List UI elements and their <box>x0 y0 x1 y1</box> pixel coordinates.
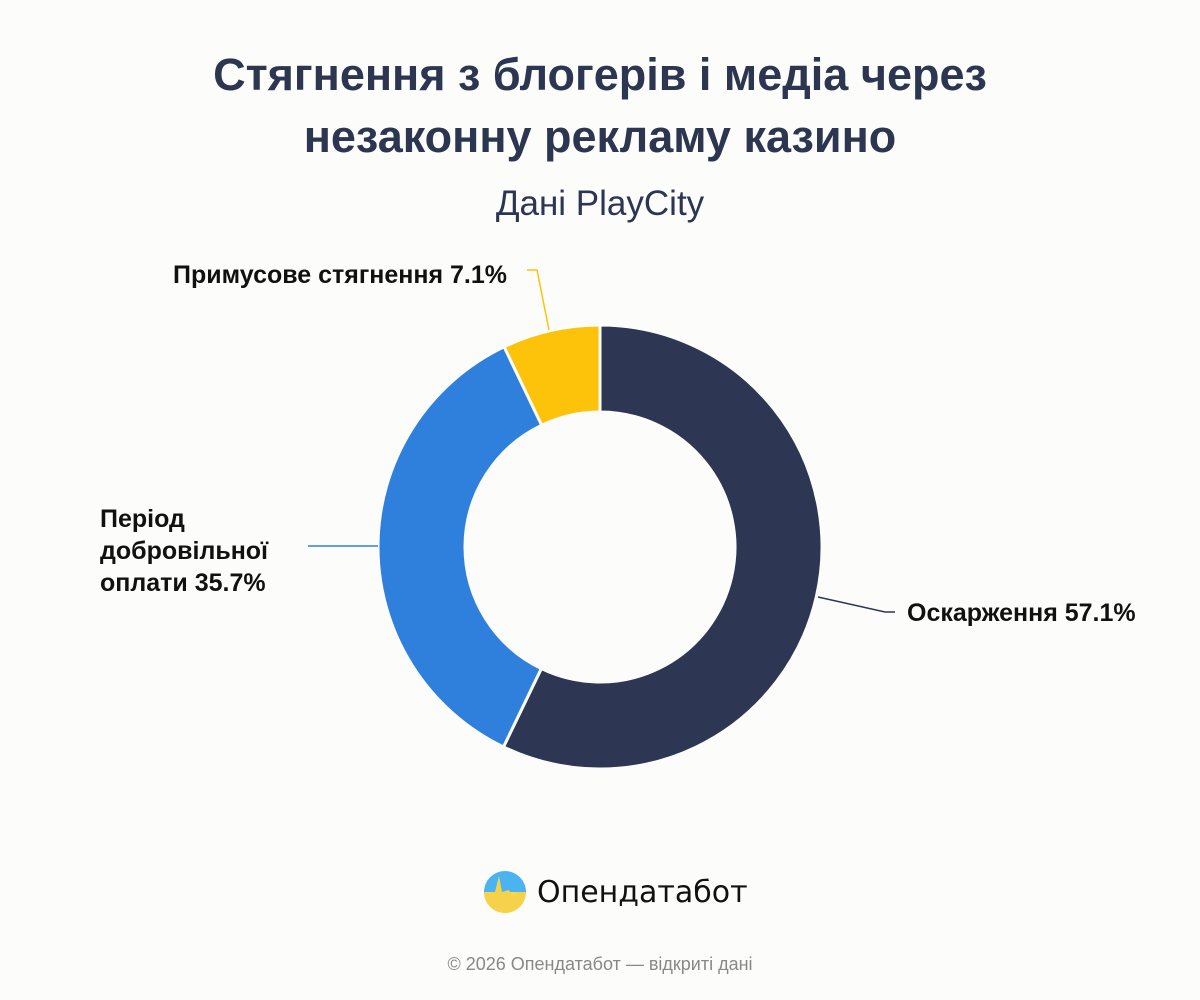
brand-name: Опендатабот <box>537 874 748 910</box>
slice-label-oskarzhennia: Оскарження 57.1% <box>907 599 1136 627</box>
leader-line-oskarzhennia <box>817 596 895 613</box>
footer-copyright: © 2026 Опендатабот — відкриті дані <box>447 954 753 974</box>
donut-slice-0 <box>501 323 824 771</box>
chart-title-line-2: незаконну рекламу казино <box>303 111 897 162</box>
chart-subtitle: Дані PlayCity <box>495 184 705 223</box>
slice-label-period-line-1: Період <box>100 505 185 533</box>
slice-label-period-line-3: оплати 35.7% <box>100 569 266 597</box>
chart-title-line-1: Стягнення з блогерів і медіа через <box>213 49 987 100</box>
donut-slice-1 <box>376 345 544 749</box>
opendatabot-logo-icon <box>484 871 526 913</box>
leader-line-prymusove <box>527 269 550 331</box>
slice-label-period-line-2: добровільної <box>100 537 269 565</box>
chart-title: Стягнення з блогерів і медіа через незак… <box>0 44 1200 168</box>
brand-logo: Опендатабот <box>483 870 748 914</box>
slice-label-prymusove: Примусове стягнення 7.1% <box>173 261 507 289</box>
donut-slice-2 <box>502 323 602 427</box>
